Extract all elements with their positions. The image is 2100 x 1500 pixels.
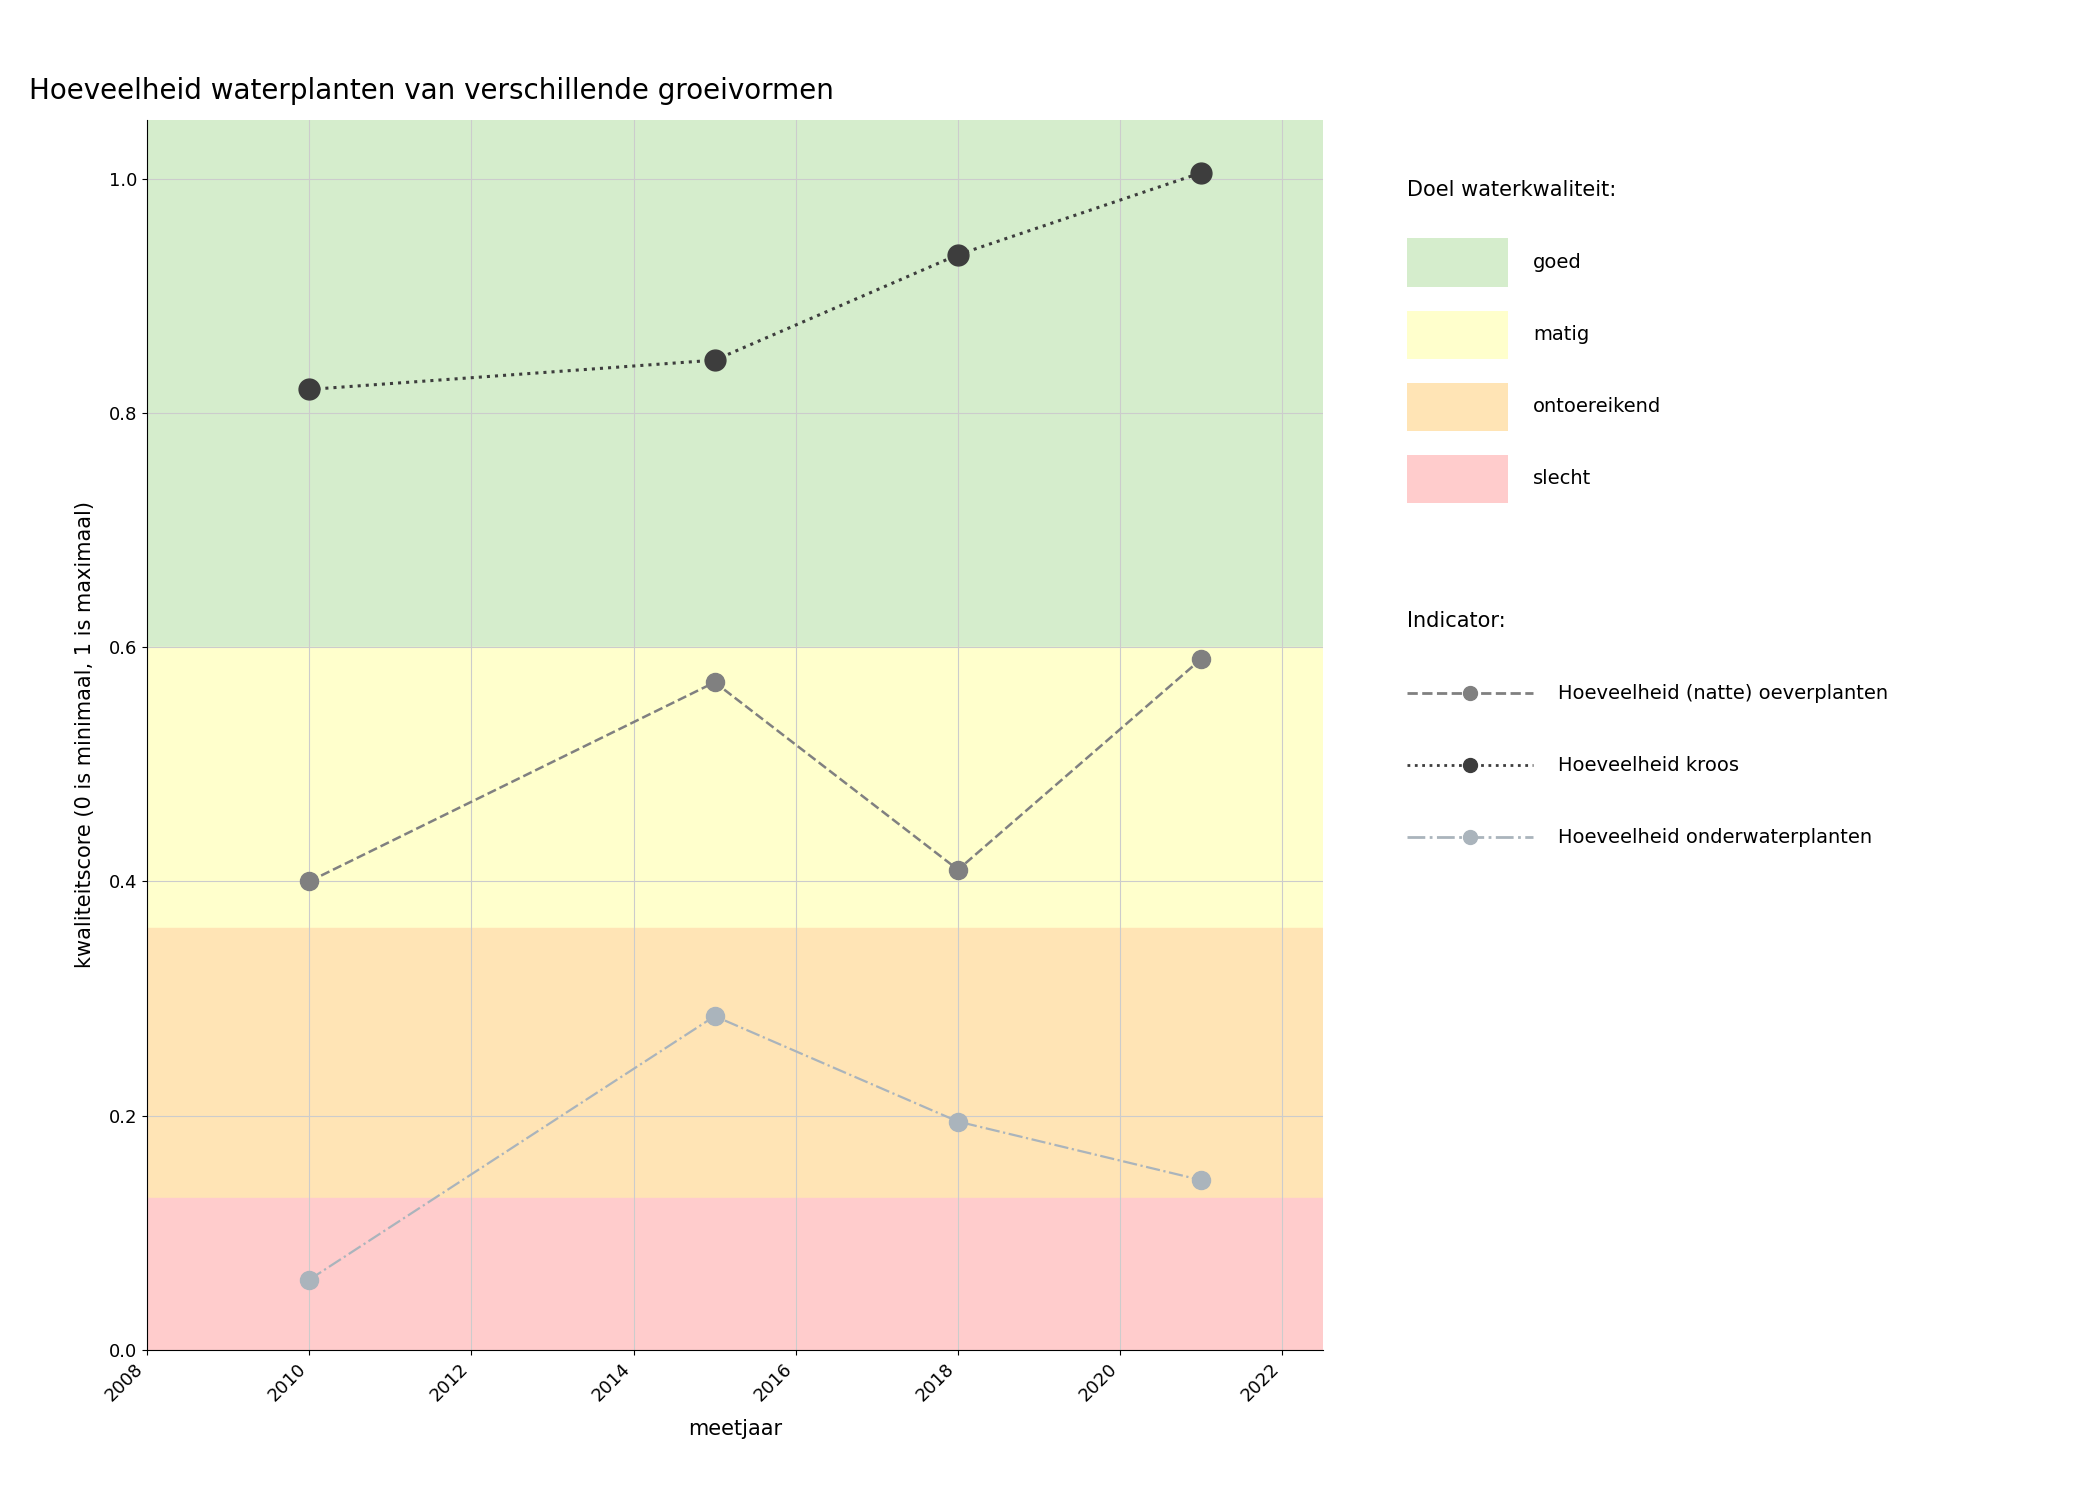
Bar: [147, 928, 1323, 1197]
Text: ontoereikend: ontoereikend: [1533, 398, 1661, 416]
Text: Doel waterkwaliteit:: Doel waterkwaliteit:: [1407, 180, 1617, 200]
Text: Hoeveelheid (natte) oeverplanten: Hoeveelheid (natte) oeverplanten: [1558, 684, 1888, 702]
Text: Hoeveelheid onderwaterplanten: Hoeveelheid onderwaterplanten: [1558, 828, 1873, 846]
Text: Hoeveelheid waterplanten van verschillende groeivormen: Hoeveelheid waterplanten van verschillen…: [29, 76, 834, 105]
Text: matig: matig: [1533, 326, 1590, 344]
Text: Hoeveelheid kroos: Hoeveelheid kroos: [1558, 756, 1739, 774]
Text: goed: goed: [1533, 254, 1581, 272]
Y-axis label: kwaliteitscore (0 is minimaal, 1 is maximaal): kwaliteitscore (0 is minimaal, 1 is maxi…: [76, 501, 94, 969]
Bar: [147, 120, 1323, 646]
Bar: [147, 646, 1323, 928]
Text: slecht: slecht: [1533, 470, 1592, 488]
X-axis label: meetjaar: meetjaar: [689, 1419, 781, 1438]
Text: Indicator:: Indicator:: [1407, 610, 1506, 630]
Bar: [147, 1197, 1323, 1350]
